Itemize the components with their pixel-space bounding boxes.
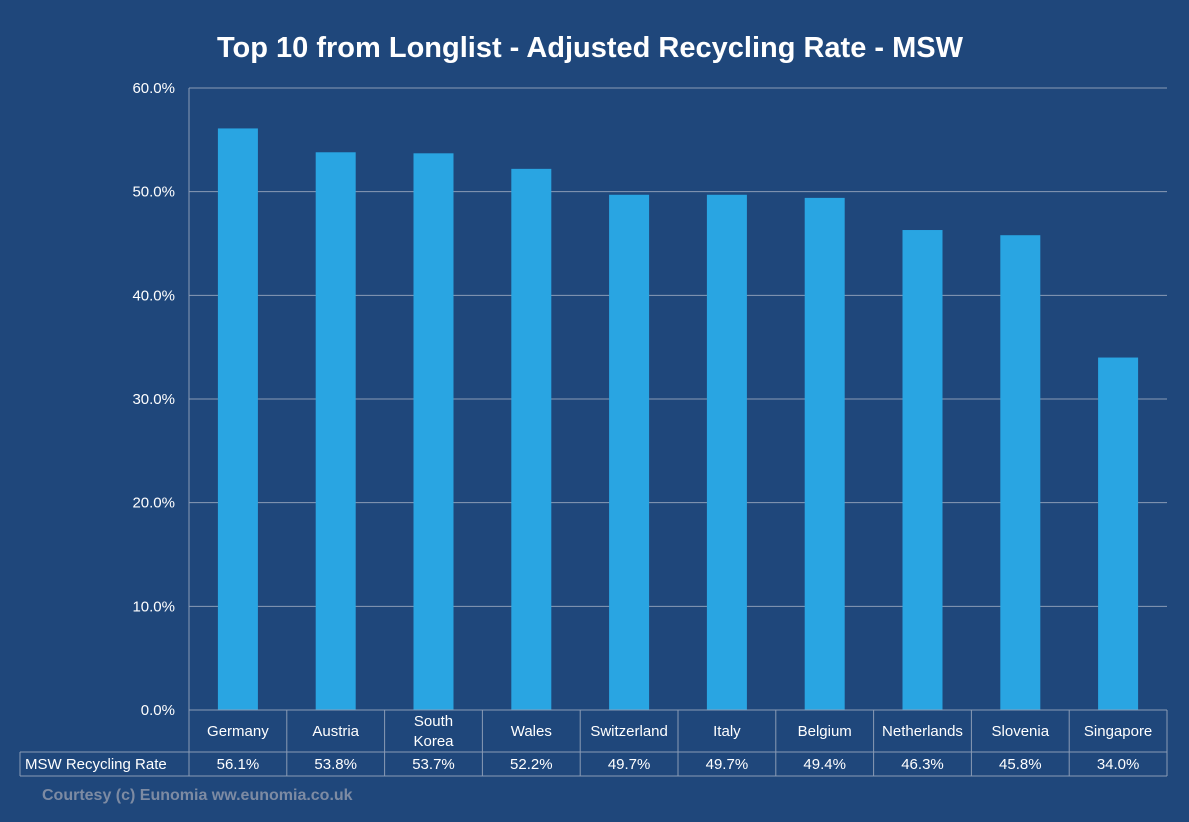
bar (217, 128, 258, 710)
data-label: 45.8% (999, 756, 1042, 773)
data-label: 52.2% (510, 756, 553, 773)
data-label: 34.0% (1097, 756, 1140, 773)
data-label: 56.1% (217, 756, 260, 773)
bar (706, 194, 747, 710)
data-label: 53.8% (314, 756, 357, 773)
category-label: South Korea (413, 713, 454, 750)
category-label: Belgium (798, 723, 852, 740)
y-tick-label: 40.0% (132, 287, 175, 304)
category-label: Singapore (1084, 723, 1152, 740)
y-tick-label: 0.0% (141, 702, 175, 719)
category-label: Netherlands (882, 723, 963, 740)
category-label: Germany (207, 723, 269, 740)
chart-title: Top 10 from Longlist - Adjusted Recyclin… (217, 32, 963, 64)
bar (511, 168, 552, 711)
category-label: Wales (511, 723, 552, 740)
data-label: 49.7% (608, 756, 651, 773)
bars (217, 128, 1139, 711)
category-label: Italy (713, 723, 741, 740)
y-axis-ticks: 0.0% 10.0% 20.0% 30.0% 40.0% 50.0% 60.0% (132, 80, 175, 719)
y-tick-label: 20.0% (132, 495, 175, 512)
data-label: 46.3% (901, 756, 944, 773)
courtesy-note: Courtesy (c) Eunomia ww.eunomia.co.uk (42, 787, 353, 804)
y-tick-label: 30.0% (132, 391, 175, 408)
series-label: MSW Recycling Rate (25, 756, 167, 773)
data-label: 49.4% (803, 756, 846, 773)
bar (1098, 357, 1139, 710)
category-label: Switzerland (590, 723, 668, 740)
bar (804, 197, 845, 711)
bar (413, 153, 454, 710)
data-label: 53.7% (412, 756, 455, 773)
y-tick-label: 50.0% (132, 184, 175, 201)
bar (609, 194, 650, 710)
category-label: Austria (312, 723, 359, 740)
data-table: Germany Austria South Korea Wales Switzerland… (19, 709, 1168, 777)
bar (1000, 235, 1041, 710)
category-label: Slovenia (992, 723, 1050, 740)
bar (902, 230, 943, 711)
y-tick-label: 10.0% (132, 598, 175, 615)
data-label: 49.7% (706, 756, 749, 773)
bar (315, 152, 356, 711)
y-tick-label: 60.0% (132, 80, 175, 97)
